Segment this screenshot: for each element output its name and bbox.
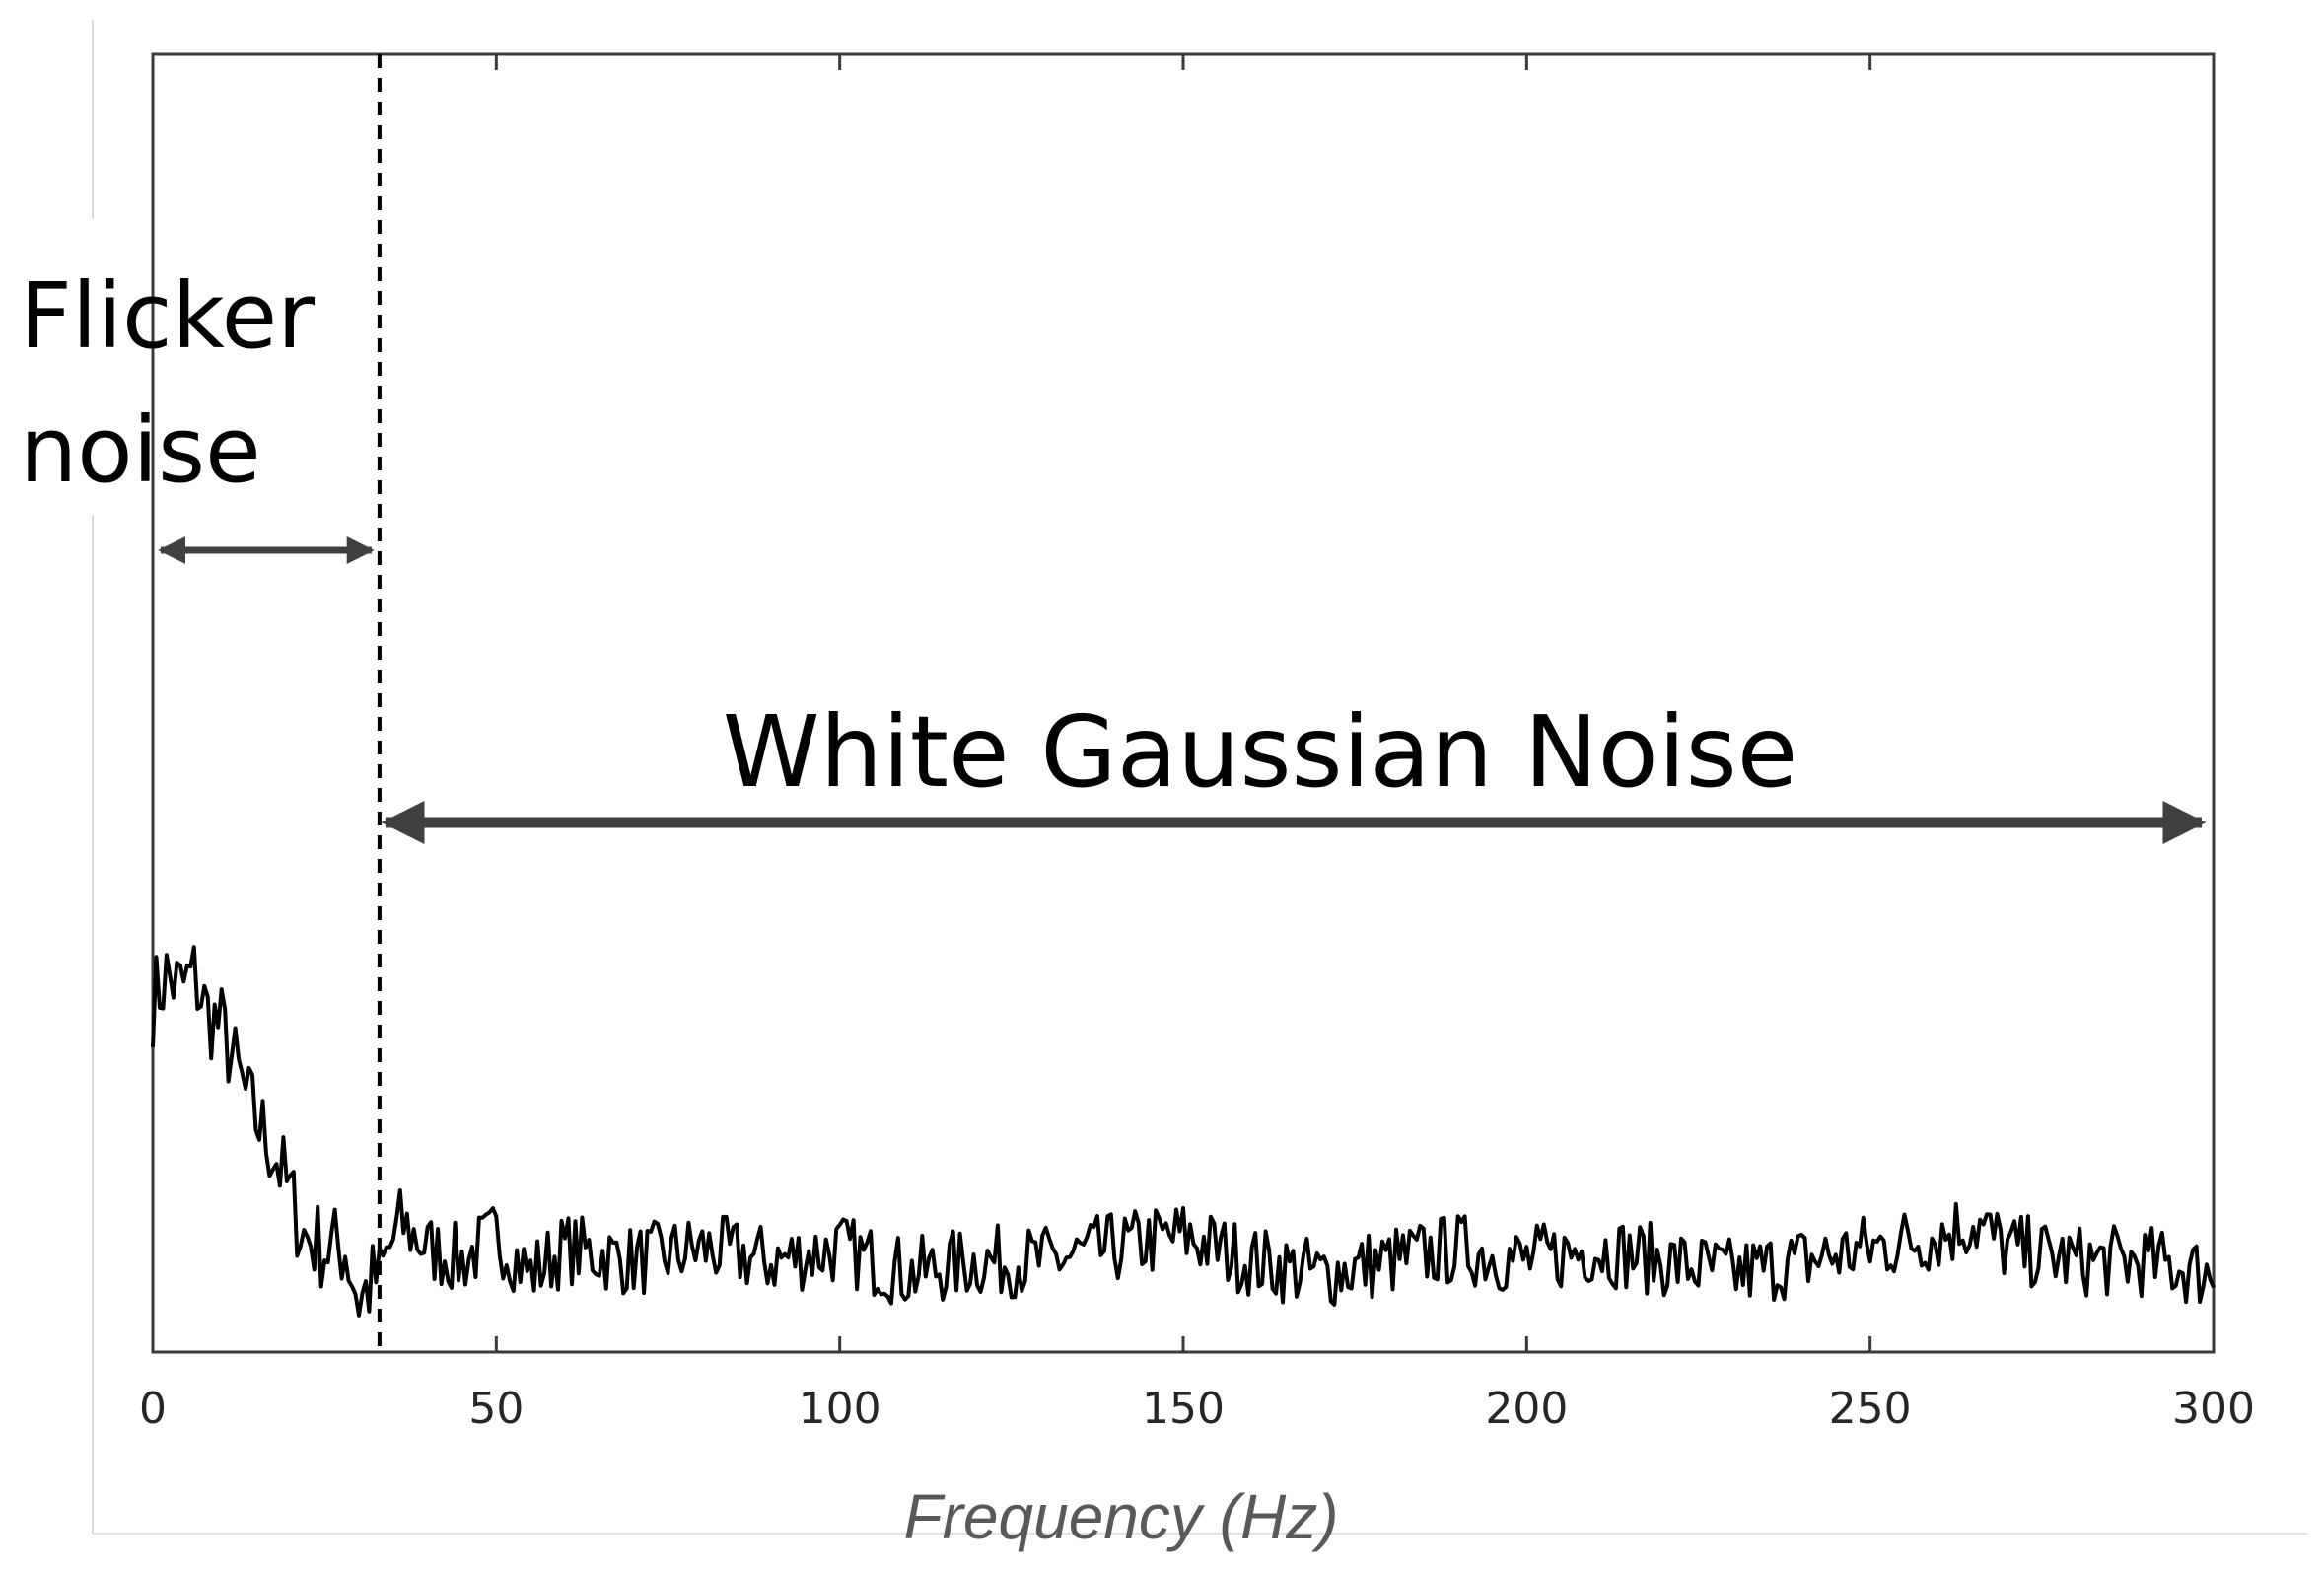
x-tick-label: 300	[2172, 1384, 2255, 1434]
flicker-noise-label: Flicker noise	[20, 263, 343, 503]
x-axis-title: Frequency (Hz)	[904, 1481, 1339, 1552]
flicker-label-line-2: noise	[20, 397, 261, 503]
x-axis-ticks	[151, 54, 2216, 1352]
x-tick-label: 200	[1485, 1384, 1568, 1434]
x-tick-label: 0	[139, 1384, 167, 1434]
x-tick-label: 250	[1829, 1384, 1912, 1434]
flicker-label-background	[0, 219, 94, 515]
x-tick-label: 150	[1142, 1384, 1225, 1434]
x-tick-label: 100	[799, 1384, 881, 1434]
white-noise-label: White Gaussian Noise	[723, 694, 1798, 810]
flicker-label-line-1: Flicker	[20, 263, 315, 369]
x-tick-label: 50	[468, 1384, 524, 1434]
x-axis-tick-labels: 0 50 100 150 200 250 300	[139, 1384, 2255, 1434]
noise-spectrum-line	[151, 945, 2216, 1318]
